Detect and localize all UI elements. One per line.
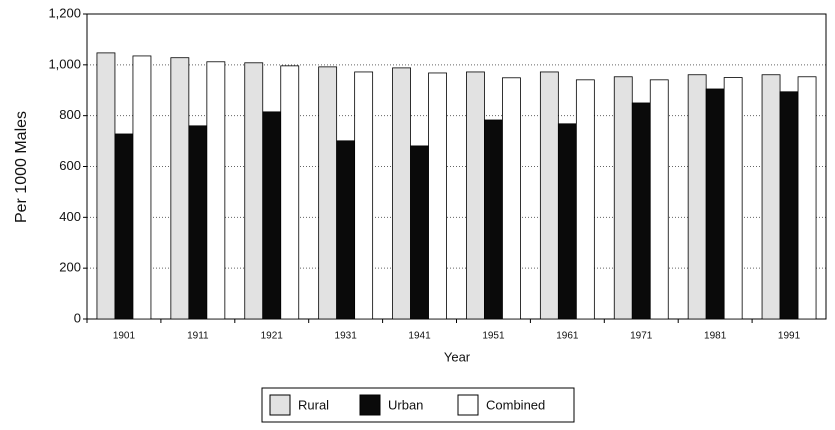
x-tick-label: 1991 [778, 331, 801, 342]
y-tick-label: 600 [59, 158, 81, 173]
x-tick-label: 1981 [704, 331, 727, 342]
legend-label: Urban [388, 397, 423, 412]
bar [244, 62, 264, 320]
y-tick-label: 1,200 [48, 5, 81, 20]
bar [466, 71, 485, 320]
y-tick-label: 0 [74, 310, 81, 325]
legend-swatch [457, 394, 479, 416]
bar [206, 61, 226, 320]
x-axis-label: Year [444, 349, 471, 364]
x-tick-label: 1921 [261, 331, 284, 342]
legend-frame [261, 387, 575, 423]
y-tick-label: 200 [59, 260, 81, 275]
x-tick-label: 1961 [556, 331, 579, 342]
bar [687, 74, 707, 320]
legend-swatch [359, 394, 381, 416]
bar [410, 145, 429, 320]
bar [96, 52, 116, 320]
bar [539, 71, 559, 320]
y-tick-label: 800 [59, 107, 81, 122]
bar [484, 119, 503, 320]
bar [354, 71, 374, 320]
bar [557, 123, 577, 320]
y-tick-label: 400 [59, 209, 81, 224]
bar [761, 74, 781, 320]
bar [723, 77, 743, 320]
bar [262, 111, 282, 320]
x-tick-label: 1901 [113, 331, 136, 342]
bar [336, 140, 356, 320]
legend-label: Rural [298, 397, 329, 412]
y-tick-label: 1,000 [48, 56, 81, 71]
bar [797, 76, 817, 320]
legend-label: Combined [486, 397, 545, 412]
y-axis-label: Per 1000 Males [13, 111, 30, 223]
x-tick-label: 1931 [335, 331, 358, 342]
bar [649, 79, 669, 320]
bar [631, 102, 651, 320]
bar [428, 72, 447, 320]
bar [114, 133, 134, 320]
bar [502, 77, 521, 320]
bar [392, 67, 411, 320]
x-tick-label: 1941 [408, 331, 431, 342]
x-tick-label: 1971 [630, 331, 653, 342]
bar [170, 57, 190, 320]
bar [318, 66, 338, 320]
bar [280, 65, 300, 320]
bar [132, 55, 152, 320]
legend-swatch [269, 394, 291, 416]
bar [705, 88, 725, 320]
bar [779, 91, 799, 320]
bar [188, 125, 208, 320]
x-tick-label: 1951 [482, 331, 505, 342]
x-tick-label: 1911 [187, 331, 209, 342]
bar [575, 79, 595, 320]
bar [613, 76, 633, 320]
